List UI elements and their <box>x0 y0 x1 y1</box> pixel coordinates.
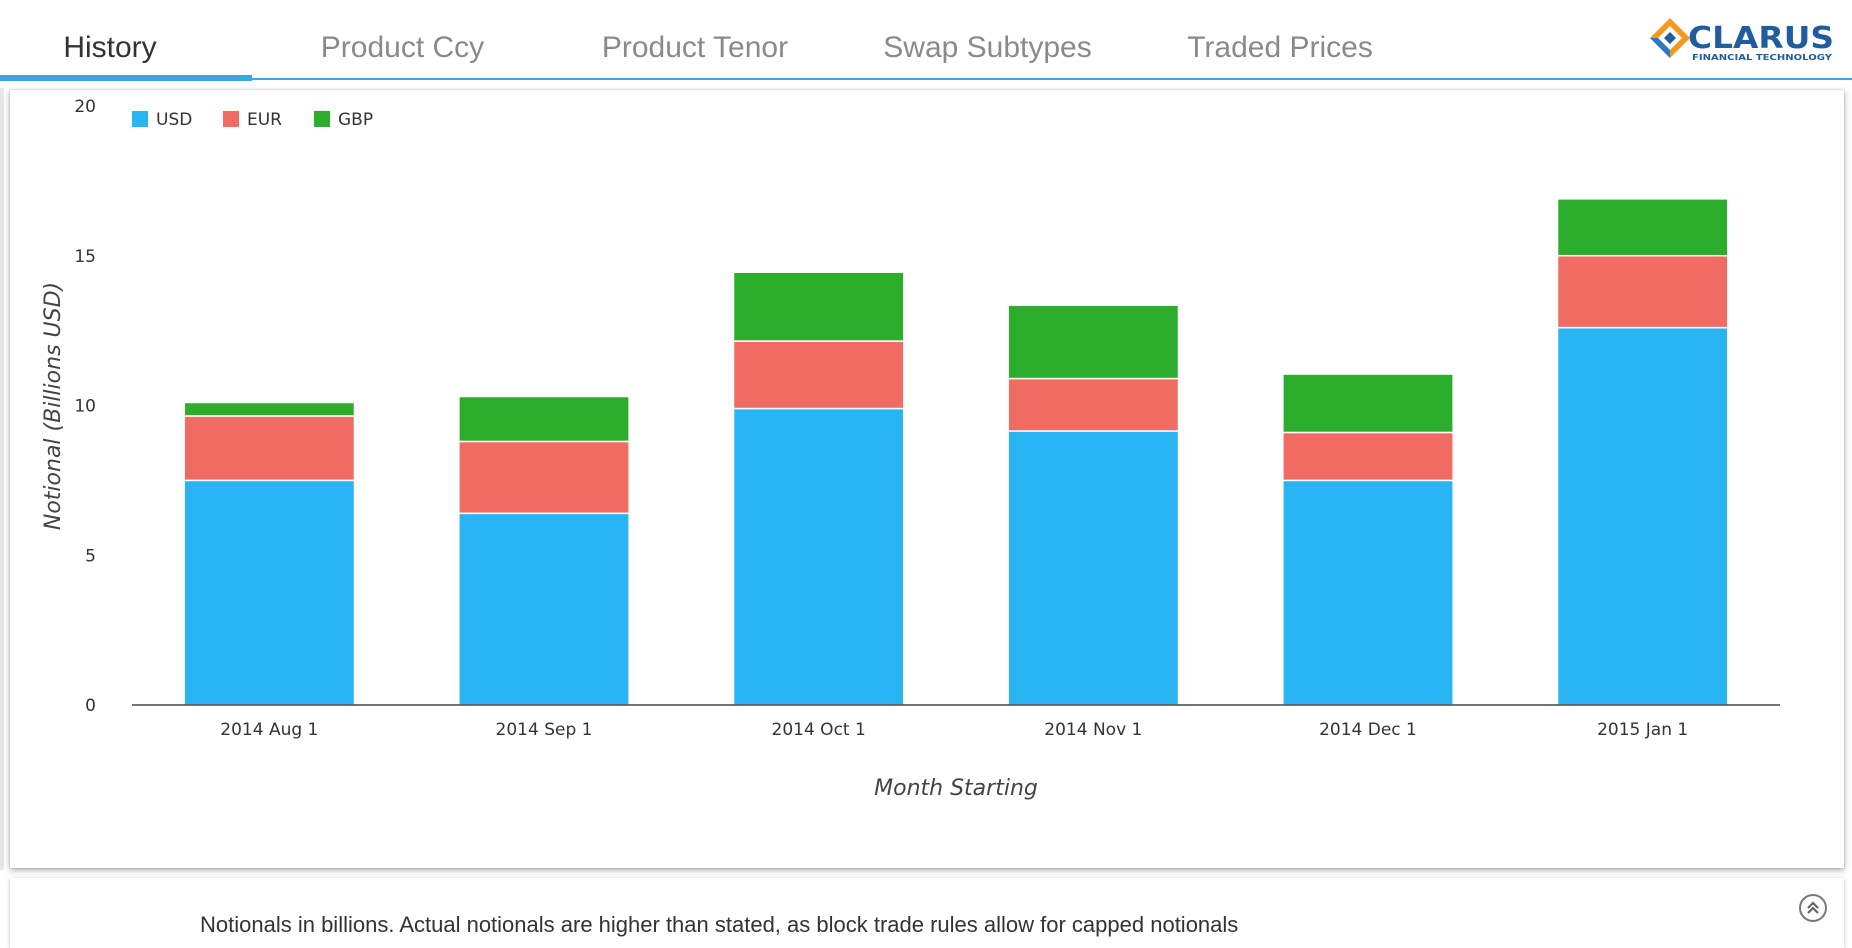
bar-usd[interactable] <box>1007 430 1180 706</box>
x-tick-label: 2014 Aug 1 <box>220 720 318 740</box>
bar-gbp[interactable] <box>183 401 356 417</box>
tab-product-ccy[interactable]: Product Ccy <box>320 31 485 64</box>
bar-usd[interactable] <box>458 512 630 706</box>
bars <box>183 198 1729 706</box>
tab-swap-subtypes[interactable]: Swap Subtypes <box>883 31 1092 64</box>
bar-usd[interactable] <box>1282 479 1454 706</box>
clarus-logo: CLARUS FINANCIAL TECHNOLOGY <box>1650 18 1834 62</box>
y-tick-label: 5 <box>85 546 96 566</box>
top-bar: History Product Ccy Product Tenor Swap S… <box>0 0 1852 82</box>
bar-gbp[interactable] <box>458 395 630 443</box>
x-tick-label: 2014 Oct 1 <box>772 720 866 740</box>
bar-gbp[interactable] <box>1007 304 1180 380</box>
legend-swatch-eur <box>223 111 239 127</box>
y-tick-label: 20 <box>74 97 96 117</box>
x-axis: 2014 Aug 1 2014 Sep 1 2014 Oct 1 2014 Nov 1… <box>220 720 1688 740</box>
y-tick-label: 0 <box>85 696 96 716</box>
legend-swatch-usd <box>132 111 148 127</box>
legend-swatch-gbp <box>314 111 330 127</box>
bar-gbp[interactable] <box>1282 373 1454 434</box>
footnote: Notionals in billions. Actual notionals … <box>200 912 1239 937</box>
bar-usd[interactable] <box>732 407 905 706</box>
tab-history[interactable]: History <box>63 31 157 64</box>
x-axis-label: Month Starting <box>874 776 1038 801</box>
bar-eur[interactable] <box>1556 255 1729 329</box>
y-tick-label: 10 <box>74 397 96 417</box>
bar-gbp[interactable] <box>1556 198 1729 257</box>
y-axis-label: Notional (Billions USD) <box>41 282 66 530</box>
x-tick-label: 2014 Dec 1 <box>1319 720 1417 740</box>
logo-name: CLARUS <box>1688 21 1834 56</box>
bar-usd[interactable] <box>1556 326 1729 706</box>
tab-product-tenor[interactable]: Product Tenor <box>601 31 789 64</box>
logo-tagline: FINANCIAL TECHNOLOGY <box>1692 53 1833 62</box>
bar-eur[interactable] <box>1282 431 1454 482</box>
bar-eur[interactable] <box>183 415 356 482</box>
clarus-logo-mark <box>1650 18 1690 58</box>
bar-eur[interactable] <box>1007 377 1180 432</box>
chevron-up-icon <box>1807 901 1819 914</box>
bar-eur[interactable] <box>458 440 630 515</box>
collapse-button[interactable] <box>1799 894 1827 922</box>
bar-gbp[interactable] <box>732 271 905 342</box>
x-tick-label: 2015 Jan 1 <box>1597 720 1688 740</box>
bar-eur[interactable] <box>732 340 905 410</box>
y-axis: 0 5 10 15 20 <box>74 97 96 716</box>
y-tick-label: 15 <box>74 247 96 267</box>
footer-panel <box>10 878 1844 948</box>
left-edge <box>0 88 4 870</box>
tab-underline <box>0 78 1852 80</box>
legend-label-gbp[interactable]: GBP <box>338 110 373 130</box>
tab-traded-prices[interactable]: Traded Prices <box>1187 31 1373 64</box>
tab-bar: History Product Ccy Product Tenor Swap S… <box>0 0 1852 78</box>
legend-label-usd[interactable]: USD <box>156 110 192 130</box>
chart-legend: USD EUR GBP <box>132 110 373 130</box>
x-tick-label: 2014 Nov 1 <box>1044 720 1142 740</box>
x-tick-label: 2014 Sep 1 <box>496 720 593 740</box>
active-tab-indicator <box>0 75 252 81</box>
bar-usd[interactable] <box>183 479 356 706</box>
legend-label-eur[interactable]: EUR <box>247 110 282 130</box>
